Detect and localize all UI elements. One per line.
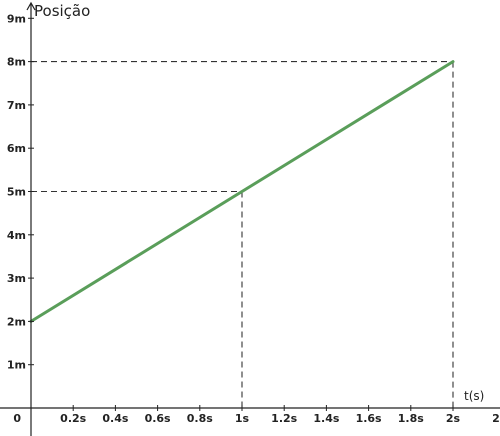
x-tick-label: 2.25 [492,412,500,425]
x-tick-label: 1.6s [356,412,382,425]
y-tick-label: 7m [7,99,26,112]
x-tick-label: 0.6s [145,412,171,425]
y-axis-title: Posição [34,2,90,20]
x-tick-label: 1s [235,412,250,425]
y-tick-label: 8m [7,56,26,69]
x-axis-title: t(s) [464,389,484,403]
x-tick-label: 0 [13,412,21,425]
y-tick-label: 4m [7,229,26,242]
x-tick-label: 1.8s [398,412,424,425]
x-tick-label: 1.2s [271,412,297,425]
y-ticks-group: 1m 2m 3m 4m 5m 6m 7m 8m 9m [7,12,34,372]
reference-guides [31,61,454,408]
y-tick-label: 9m [7,12,26,25]
x-tick-label: 0.2s [60,412,86,425]
series-group [29,60,455,323]
x-tick-label: 0.4s [102,412,128,425]
y-axis-arrow [26,1,36,11]
series-line [29,60,455,323]
x-tick-label: 1.4s [313,412,339,425]
y-tick-label: 6m [7,142,26,155]
x-tick-label: 2s [446,412,461,425]
y-tick-label: 2m [7,315,26,328]
y-tick-label: 1m [7,359,26,372]
x-ticks-group: 0 0.2s 0.4s 0.6s 0.8s 1s 1.2s 1.4s 1.6s 1.8s 2s 2.2… [13,405,500,425]
x-tick-label: 0.8s [187,412,213,425]
y-tick-label: 3m [7,272,26,285]
y-tick-label: 5m [7,186,26,199]
